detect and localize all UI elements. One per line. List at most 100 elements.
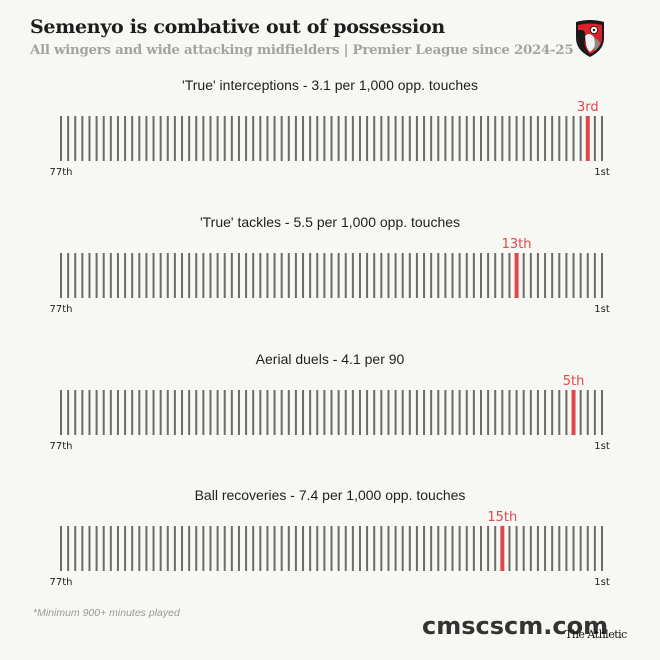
player-bar — [415, 116, 418, 161]
player-bar — [487, 390, 490, 435]
player-bar — [209, 390, 212, 435]
metric-title: 'True' tackles - 5.5 per 1,000 opp. touc… — [199, 214, 461, 230]
player-bar — [302, 526, 305, 571]
player-bar — [337, 116, 340, 161]
player-bar — [81, 526, 84, 571]
player-bar — [572, 253, 575, 298]
player-bar — [216, 526, 219, 571]
player-bar — [593, 253, 596, 298]
player-bar — [202, 116, 205, 161]
player-bar — [124, 253, 127, 298]
highlight-bar — [585, 116, 590, 161]
highlight-rank-label: 5th — [563, 374, 585, 389]
player-bar — [522, 526, 525, 571]
player-bar — [302, 116, 305, 161]
player-bar — [195, 253, 198, 298]
player-bar — [458, 390, 461, 435]
player-bar — [373, 253, 376, 298]
player-bar — [479, 116, 482, 161]
player-bar — [330, 116, 333, 161]
player-bar — [522, 116, 525, 161]
player-bar — [465, 253, 468, 298]
player-bar — [230, 390, 233, 435]
player-bar — [451, 253, 454, 298]
player-bar — [351, 116, 354, 161]
player-bar — [166, 253, 169, 298]
player-bar — [529, 253, 532, 298]
player-bar — [536, 116, 539, 161]
player-bar — [451, 390, 454, 435]
player-bar — [109, 253, 112, 298]
player-bar — [437, 390, 440, 435]
player-bar — [245, 390, 248, 435]
player-bar — [323, 116, 326, 161]
player-bar — [458, 253, 461, 298]
player-bar — [586, 390, 589, 435]
player-bar — [81, 116, 84, 161]
player-bar — [95, 390, 98, 435]
player-bar — [230, 253, 233, 298]
player-bar — [394, 390, 397, 435]
player-bar — [166, 526, 169, 571]
player-bar — [223, 526, 226, 571]
player-bar — [109, 116, 112, 161]
player-bar — [337, 253, 340, 298]
player-bar — [116, 526, 119, 571]
player-bar — [544, 116, 547, 161]
player-bar — [465, 526, 468, 571]
player-bar — [401, 526, 404, 571]
player-bar — [408, 390, 411, 435]
axis-left-label: 77th — [50, 577, 73, 588]
player-bar — [309, 116, 312, 161]
player-bar — [501, 253, 504, 298]
player-bar — [501, 116, 504, 161]
player-bar — [423, 253, 426, 298]
player-bar — [593, 116, 596, 161]
player-bar — [223, 253, 226, 298]
player-bar — [479, 390, 482, 435]
player-bar — [586, 253, 589, 298]
player-bar — [309, 253, 312, 298]
player-bar — [565, 526, 568, 571]
player-bar — [152, 116, 155, 161]
player-bar — [358, 116, 361, 161]
player-bar — [131, 116, 134, 161]
player-bar — [373, 526, 376, 571]
player-bar — [458, 116, 461, 161]
axis-right-label: 1st — [594, 304, 610, 315]
player-bar — [558, 116, 561, 161]
player-bar — [558, 526, 561, 571]
player-bar — [437, 526, 440, 571]
axis-right-label: 1st — [594, 441, 610, 452]
metric-panel: Aerial duels - 4.1 per 90 5th 77th 1st — [0, 350, 660, 460]
player-bar — [351, 390, 354, 435]
player-bar — [508, 253, 511, 298]
player-bar — [437, 116, 440, 161]
player-bar — [380, 390, 383, 435]
axis-right-label: 1st — [594, 167, 610, 178]
player-bar — [74, 116, 77, 161]
player-bar — [601, 390, 603, 435]
metric-panel: 'True' tackles - 5.5 per 1,000 opp. touc… — [0, 213, 660, 323]
player-bar — [294, 390, 297, 435]
player-bar — [579, 116, 582, 161]
player-bar — [74, 526, 77, 571]
player-bar — [458, 526, 461, 571]
rank-strip: 15th 77th 1st — [50, 510, 610, 588]
player-bar — [423, 116, 426, 161]
player-bar — [444, 253, 447, 298]
player-bar — [515, 390, 518, 435]
player-bar — [501, 390, 504, 435]
player-bar — [138, 253, 141, 298]
player-bar — [202, 390, 205, 435]
player-bar — [508, 116, 511, 161]
footnote: *Minimum 900+ minutes played — [33, 607, 180, 619]
player-bar — [344, 116, 347, 161]
player-bar — [415, 390, 418, 435]
player-bar — [88, 390, 91, 435]
player-bar — [472, 253, 475, 298]
player-bar — [408, 253, 411, 298]
player-bar — [494, 253, 497, 298]
player-bar — [287, 390, 290, 435]
player-bar — [444, 116, 447, 161]
